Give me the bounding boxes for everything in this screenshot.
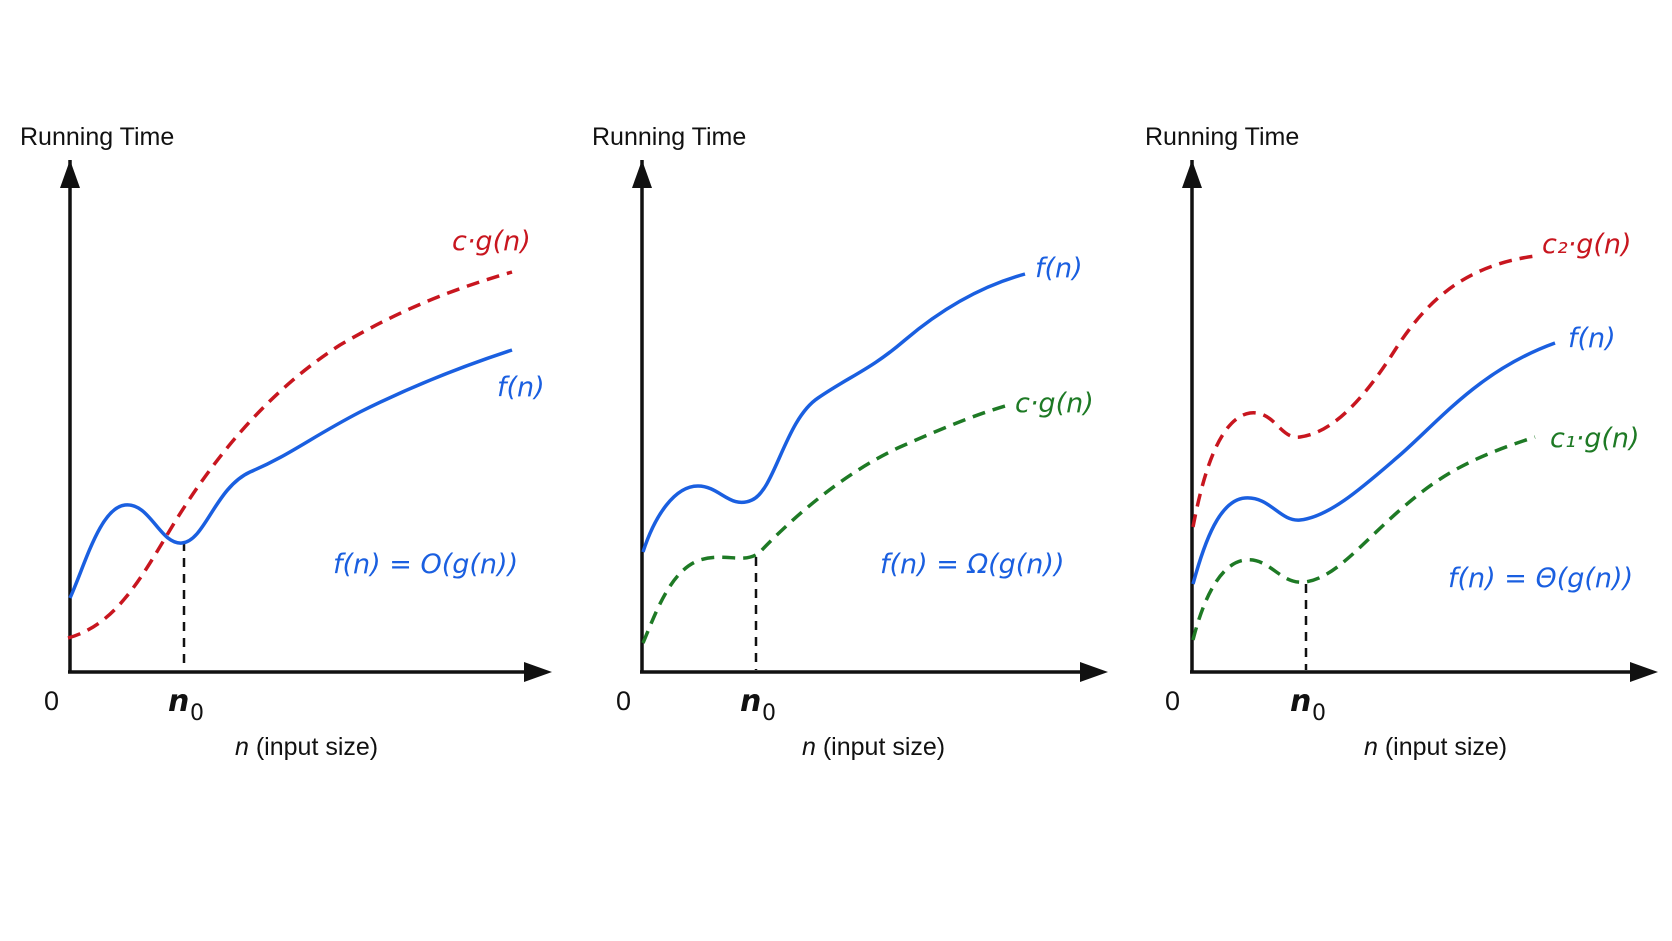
lower-bound-curve — [641, 402, 1013, 644]
panel-big-omega: Running Time 0 n 0 n (input size) f(n) c… — [592, 123, 1108, 761]
lower-bound-label: c₁·g(n) — [1550, 423, 1640, 454]
relation-label: f(n) = O(g(n)) — [333, 549, 518, 580]
f-curve — [641, 272, 1026, 553]
upper-bound-label: c·g(n) — [452, 226, 531, 257]
origin-label: 0 — [616, 686, 631, 716]
n0-subscript: 0 — [1312, 701, 1326, 726]
lower-bound-curve — [1191, 435, 1536, 641]
x-axis-arrow-icon — [524, 662, 552, 682]
f-label: f(n) — [1568, 323, 1616, 354]
panel-big-theta: Running Time 0 n 0 n (input size) c₂·g(n… — [1145, 123, 1658, 761]
n0-label: n — [1290, 684, 1311, 719]
relation-label: f(n) = Ω(g(n)) — [880, 549, 1065, 580]
y-axis-label: Running Time — [20, 123, 174, 151]
n0-subscript: 0 — [190, 701, 204, 726]
origin-label: 0 — [1165, 686, 1180, 716]
f-curve — [68, 348, 513, 599]
y-axis-arrow-icon — [60, 160, 80, 188]
x-axis-label: n (input size) — [802, 733, 945, 761]
f-label: f(n) — [497, 372, 545, 403]
y-axis-label: Running Time — [592, 123, 746, 151]
panel-big-o: Running Time 0 n 0 n (input size) c·g(n)… — [20, 123, 552, 761]
y-axis-arrow-icon — [1182, 160, 1202, 188]
upper-bound-curve — [1191, 254, 1536, 528]
n0-subscript: 0 — [762, 701, 776, 726]
y-axis-label: Running Time — [1145, 123, 1299, 151]
f-curve — [1191, 341, 1556, 585]
upper-bound-label: c₂·g(n) — [1542, 229, 1632, 260]
x-axis-arrow-icon — [1630, 662, 1658, 682]
f-label: f(n) — [1035, 253, 1083, 284]
y-axis-arrow-icon — [632, 160, 652, 188]
x-axis-label: n (input size) — [1364, 733, 1507, 761]
x-axis-label: n (input size) — [235, 733, 378, 761]
relation-label: f(n) = Θ(g(n)) — [1448, 563, 1633, 594]
n0-label: n — [740, 684, 761, 719]
n0-label: n — [168, 684, 189, 719]
origin-label: 0 — [44, 686, 59, 716]
upper-bound-curve — [67, 270, 513, 640]
x-axis-arrow-icon — [1080, 662, 1108, 682]
lower-bound-label: c·g(n) — [1015, 388, 1094, 419]
